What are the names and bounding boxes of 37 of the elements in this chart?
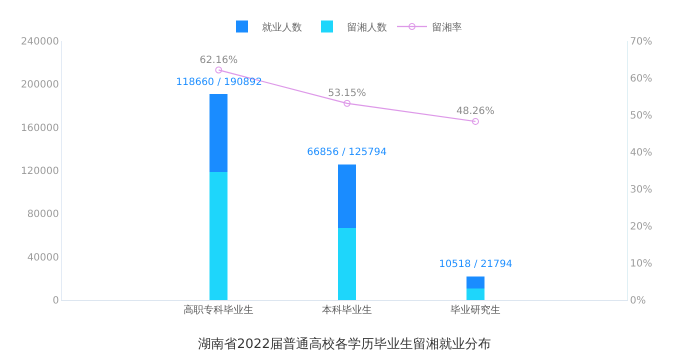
- y-tick-label: 40000: [27, 252, 59, 264]
- point: [344, 100, 351, 107]
- y-tick-label: 80000: [27, 209, 59, 220]
- y-tick-label: 0: [52, 296, 59, 306]
- y2-tick-label: 70%: [630, 36, 652, 48]
- text: 湖南省2022届普通高校各学历毕业生留湘就业分布: [198, 336, 492, 352]
- data-label: 48.26%: [456, 106, 495, 118]
- data-label: 53.15%: [328, 88, 366, 100]
- y2-tick-label: 30%: [630, 184, 652, 196]
- y2-tick-label: 20%: [630, 222, 652, 232]
- bar: [466, 276, 484, 289]
- y-tick-label: 160000: [20, 122, 59, 134]
- total-label: 10518 / 21794: [439, 259, 512, 270]
- legend-label: 留湘人数: [347, 21, 387, 34]
- data-label: 62.16%: [200, 54, 238, 66]
- legend-label: 留湘率: [432, 21, 462, 34]
- y-tick-label: 120000: [20, 166, 59, 177]
- total-label: 118660 / 190892: [176, 77, 262, 88]
- y-tick-label: 240000: [20, 36, 59, 48]
- x-tick-label: 本科毕业生: [322, 304, 372, 316]
- bar: [338, 228, 356, 300]
- bar: [338, 164, 356, 228]
- legend-label: 就业人数: [262, 21, 302, 34]
- bar: [210, 172, 228, 300]
- y2-tick-label: 60%: [630, 74, 652, 84]
- total-label: 66856 / 125794: [307, 147, 387, 158]
- y2-tick-label: 10%: [630, 258, 652, 270]
- y2-tick-label: 40%: [630, 148, 652, 158]
- point: [215, 66, 222, 74]
- y-tick-label: 200000: [20, 80, 59, 91]
- bar: [466, 288, 484, 300]
- y2-tick-label: 0%: [630, 296, 646, 306]
- y2-tick-label: 50%: [630, 110, 652, 122]
- point: [472, 118, 479, 125]
- x-tick-label: 高职专科毕业生: [184, 304, 254, 316]
- x-tick-label: 毕业研究生: [450, 304, 500, 316]
- bar: [210, 94, 228, 172]
